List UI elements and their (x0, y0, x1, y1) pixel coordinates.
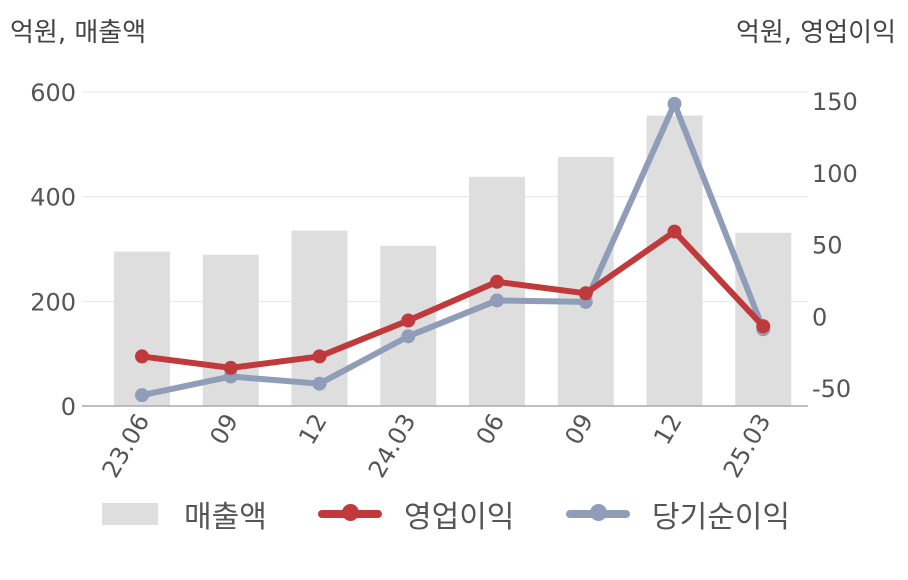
legend-swatch-net-income (566, 504, 630, 521)
y-left-tick-label: 0 (61, 393, 76, 421)
legend-item-operating-profit: 영업이익 (318, 492, 514, 536)
x-tick-label: 09 (559, 409, 599, 449)
combo-chart: 0 200 400 600 -50 0 50 100 150 23.06 09 12 24.03 06 09… (30, 79, 858, 480)
operating-profit-point (667, 224, 682, 239)
net-income-point (312, 376, 327, 391)
operating-profit-point (756, 319, 771, 334)
x-tick-label: 06 (471, 409, 511, 449)
operating-profit-line (139, 228, 767, 371)
y-right-tick-label: -50 (812, 375, 851, 403)
legend-label-operating-profit: 영업이익 (404, 500, 515, 535)
legend-swatch-operating-profit (318, 504, 382, 521)
left-axis-unit-label: 억원, 매출액 (10, 18, 147, 48)
x-tick-label: 12 (293, 409, 333, 449)
net-income-point (667, 96, 682, 111)
y-right-tick-label: 50 (812, 232, 843, 260)
y-right-tick-label: 0 (812, 303, 827, 331)
operating-profit-point (135, 349, 149, 364)
y-left-tick-label: 600 (30, 79, 76, 107)
x-tick-label: 12 (648, 409, 688, 449)
x-tick-label: 25.03 (718, 409, 777, 480)
net-income-line (139, 100, 767, 399)
operating-profit-point (490, 274, 504, 289)
operating-profit-point (223, 360, 238, 375)
y-left-tick-label: 400 (30, 184, 76, 212)
operating-profit-point (312, 349, 327, 364)
bar-sales (646, 115, 703, 407)
x-tick-label: 23.06 (97, 409, 156, 480)
legend-swatch-sales (102, 503, 158, 525)
net-income-point (490, 293, 504, 308)
y-right-tick-label: 100 (812, 160, 858, 188)
y-right-tick-label: 150 (812, 88, 858, 116)
net-income-point (135, 388, 149, 403)
legend-item-sales: 매출액 (102, 492, 267, 536)
bar-sales (114, 251, 170, 406)
x-tick-label: 09 (204, 409, 244, 449)
operating-profit-point (401, 313, 416, 328)
legend-item-net-income: 당기순이익 (566, 492, 790, 536)
x-tick-label: 24.03 (363, 409, 422, 480)
net-income-point (401, 329, 416, 344)
legend-label-sales: 매출액 (184, 500, 267, 535)
operating-profit-point (578, 286, 593, 301)
legend-label-net-income: 당기순이익 (652, 500, 790, 535)
right-axis-unit-label: 억원, 영업이익 (735, 18, 896, 48)
y-left-tick-label: 200 (30, 288, 76, 316)
